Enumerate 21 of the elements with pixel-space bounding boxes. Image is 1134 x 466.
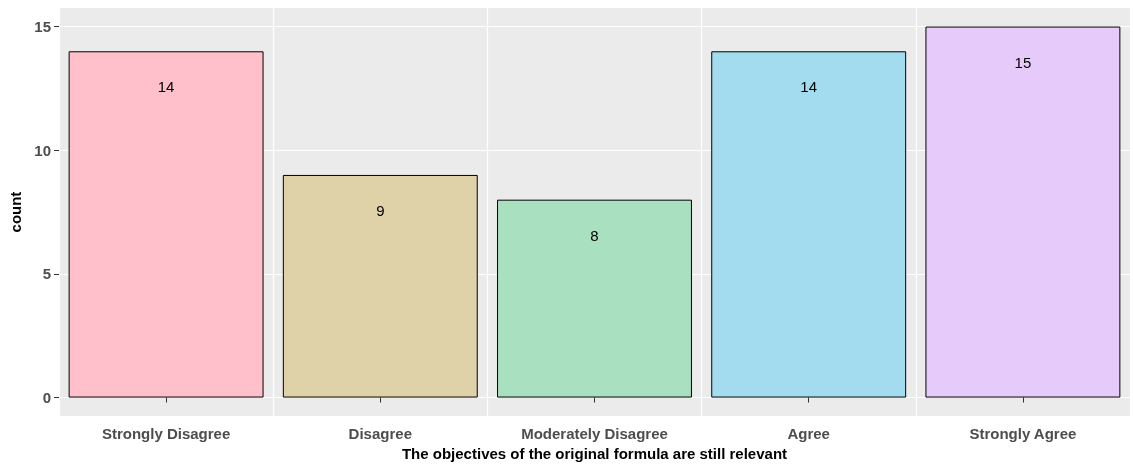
bar: [925, 26, 1121, 398]
data-label: 15: [1014, 53, 1032, 71]
bar: [497, 199, 692, 398]
x-tick-label: Strongly Agree: [969, 425, 1077, 443]
data-label: 14: [157, 78, 175, 96]
bar: [282, 174, 478, 398]
x-tick-label: Strongly Disagree: [101, 425, 231, 443]
y-tick-label: 5: [42, 265, 51, 283]
x-tick-label: Moderately Disagree: [521, 425, 668, 443]
x-tick-label: Agree: [787, 425, 830, 443]
bar: [68, 51, 264, 398]
data-label: 8: [590, 226, 599, 244]
x-axis-title: The objectives of the original formula are still relevant: [401, 445, 788, 462]
y-tick-label: 10: [34, 141, 51, 159]
bar: [711, 51, 907, 398]
y-tick-label: 0: [42, 389, 51, 407]
data-label: 9: [376, 201, 385, 219]
y-axis-title: count: [7, 191, 24, 233]
y-tick-label: 15: [34, 18, 51, 36]
data-label: 14: [800, 78, 818, 96]
x-tick-label: Disagree: [348, 425, 412, 443]
